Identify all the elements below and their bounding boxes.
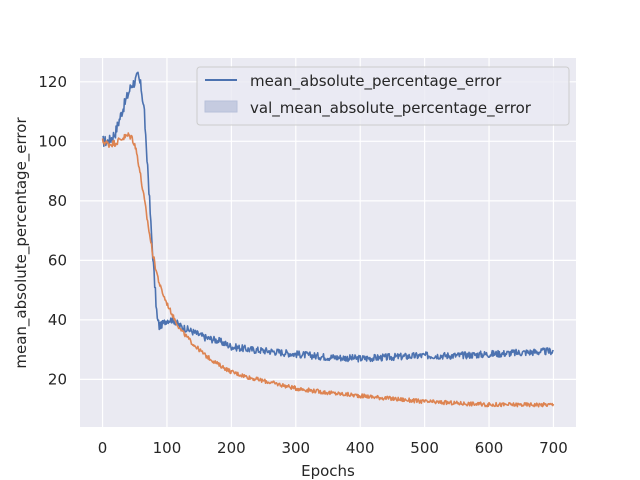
y-tick-label: 120 — [38, 73, 67, 91]
legend-label-val-mape: val_mean_absolute_percentage_error — [250, 99, 532, 118]
y-tick-label: 40 — [48, 311, 67, 329]
x-tick-label: 100 — [153, 439, 182, 457]
series-line-1 — [102, 71, 554, 363]
y-axis-label: mean_absolute_percentage_error — [12, 117, 31, 369]
series-line-2 — [101, 132, 555, 408]
y-tick-label: 60 — [48, 251, 67, 269]
legend: mean_absolute_percentage_error val_mean_… — [196, 66, 570, 126]
x-tick-label: 600 — [475, 439, 504, 457]
y-tick-label: 20 — [48, 370, 67, 388]
x-tick-label: 400 — [346, 439, 375, 457]
y-tick-label: 100 — [38, 132, 67, 150]
x-tick-label: 700 — [539, 439, 568, 457]
legend-patch-val-mape — [204, 100, 238, 113]
x-tick-label: 300 — [281, 439, 310, 457]
y-tick-label: 80 — [48, 192, 67, 210]
legend-box — [196, 66, 570, 126]
x-tick-label: 0 — [98, 439, 108, 457]
series-lines — [101, 71, 555, 408]
x-tick-label: 200 — [217, 439, 246, 457]
legend-label-mape: mean_absolute_percentage_error — [250, 72, 502, 91]
tick-labels: 0 100 200 300 400 500 600 700 20 40 60 80 100 120 — [38, 73, 567, 457]
x-axis-label: Epochs — [301, 462, 355, 480]
x-tick-label: 500 — [410, 439, 439, 457]
